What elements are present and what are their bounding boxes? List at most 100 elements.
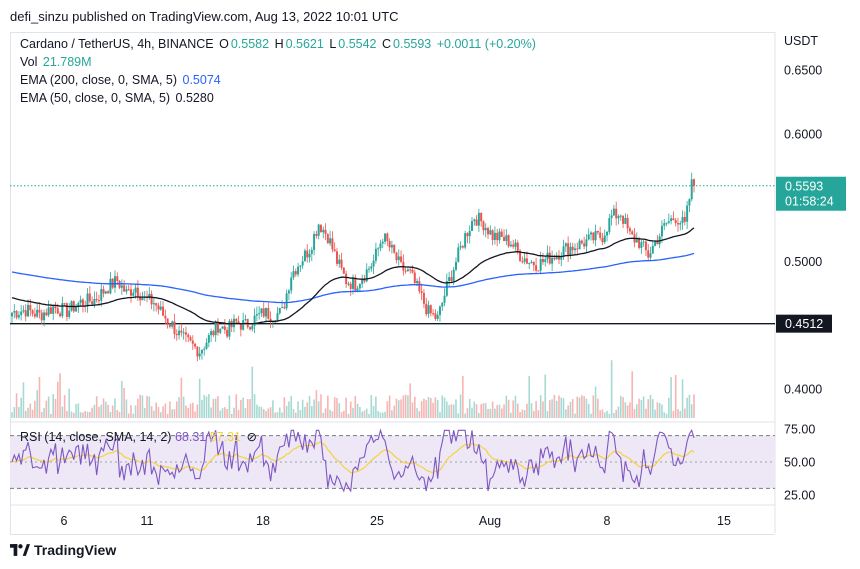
candle-body: [562, 246, 565, 257]
candle-body: [210, 331, 213, 336]
candle-body: [459, 246, 462, 248]
volume-bar: [670, 377, 672, 418]
candle-body: [468, 230, 471, 237]
candle-body: [200, 349, 203, 354]
candle-body: [127, 289, 130, 291]
volume-bar: [93, 404, 96, 418]
candle-body: [136, 287, 139, 297]
volume-bar: [171, 409, 174, 418]
currency-label: USDT: [784, 34, 818, 48]
volume-bar: [34, 400, 36, 418]
candle-body: [88, 293, 91, 302]
close-label: C: [381, 37, 392, 51]
volume-bar: [505, 395, 508, 418]
candle-body: [40, 312, 43, 321]
candle-body: [596, 230, 599, 233]
candle-body: [255, 314, 258, 316]
candle-body: [56, 308, 59, 314]
volume-bar: [132, 413, 135, 418]
volume-bar: [267, 408, 270, 418]
candle-body: [365, 269, 368, 282]
volume-bar: [178, 397, 180, 418]
candle-body: [180, 330, 183, 333]
volume-bar: [13, 407, 16, 418]
candle-body: [226, 329, 229, 337]
volume-bar: [203, 395, 206, 418]
candle-body: [580, 240, 583, 244]
candle-body: [308, 253, 311, 258]
volume-bar: [237, 409, 240, 418]
volume-bar: [475, 404, 478, 418]
candle-body: [569, 246, 572, 256]
candle-body: [672, 218, 675, 221]
volume-bar: [299, 410, 302, 418]
candle-body: [670, 218, 673, 222]
volume-bar: [443, 397, 446, 418]
volume-bar: [631, 371, 634, 418]
candle-body: [422, 293, 425, 304]
candle-body: [539, 258, 542, 271]
volume-bar: [688, 394, 691, 418]
volume-bar: [510, 412, 512, 418]
candle-body: [349, 283, 352, 289]
volume-bar: [68, 388, 71, 418]
candle-body: [471, 221, 474, 231]
volume-bar: [304, 406, 306, 418]
candle-body: [688, 199, 691, 206]
ema200-legend: EMA (200, close, 0, SMA, 5) 0.5074: [20, 73, 223, 87]
volume-bar: [20, 397, 22, 418]
volume-bar: [356, 403, 359, 418]
candle-body: [420, 291, 423, 294]
volume-bar: [127, 413, 130, 418]
volume-bar: [574, 413, 576, 418]
volume-bar: [629, 402, 631, 418]
volume-bar: [436, 399, 439, 418]
volume-bar: [322, 412, 325, 418]
candle-body: [79, 299, 82, 303]
volume-bar: [100, 404, 103, 418]
volume-bar: [690, 404, 693, 418]
candle-body: [599, 232, 602, 238]
candle-body: [322, 229, 325, 233]
candle-body: [674, 220, 677, 224]
candle-body: [656, 241, 659, 245]
candle-body: [576, 248, 579, 250]
candle-body: [287, 290, 290, 294]
candle-body: [283, 307, 286, 309]
candle-body: [59, 313, 62, 317]
volume-bar: [640, 400, 643, 418]
candle-body: [20, 311, 23, 316]
candle-body: [594, 230, 597, 241]
time-tick-label: Aug: [479, 514, 501, 528]
hide-icon[interactable]: ⊘: [246, 430, 257, 444]
candle-body: [441, 302, 444, 307]
volume-bar: [157, 407, 160, 418]
volume-bar: [519, 411, 521, 418]
candle-body: [326, 233, 329, 244]
volume-bar: [681, 379, 684, 418]
volume-bar: [679, 410, 682, 418]
volume-bar: [397, 400, 400, 418]
open-label: O: [219, 37, 229, 51]
volume-bar: [386, 401, 389, 418]
candle-body: [418, 281, 421, 292]
candle-body: [203, 348, 206, 350]
candle-body: [24, 310, 27, 317]
volume-bar: [514, 395, 517, 418]
volume-bar: [365, 408, 368, 418]
volume-bar: [182, 396, 185, 418]
volume-bar: [70, 411, 73, 418]
open-value: 0.5582: [230, 37, 270, 51]
volume-bar: [622, 397, 624, 418]
candle-body: [100, 289, 103, 301]
volume-bar: [409, 383, 412, 418]
candle-body: [523, 258, 526, 262]
candle-body: [278, 308, 281, 314]
candle-body: [237, 321, 240, 324]
volume-bar: [82, 412, 84, 418]
volume-bar: [212, 398, 215, 418]
candle-body: [239, 323, 242, 330]
candle-body: [130, 289, 133, 296]
volume-bar: [551, 399, 553, 418]
